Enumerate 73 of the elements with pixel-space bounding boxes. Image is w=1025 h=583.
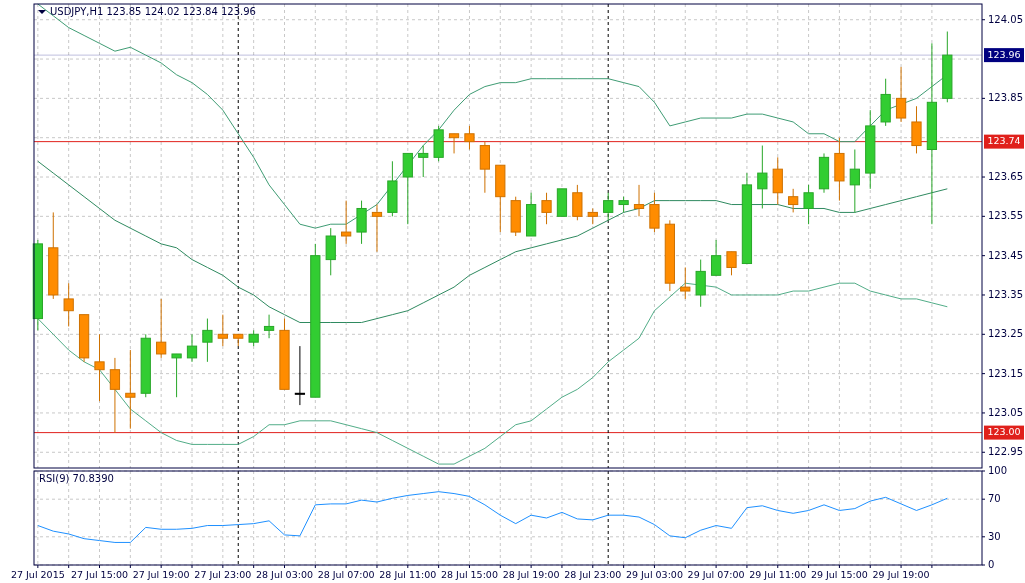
candlestick [757, 145, 768, 209]
x-tick-label: 28 Jul 15:00 [440, 569, 498, 580]
candlestick [726, 251, 737, 276]
candlestick [633, 184, 645, 217]
x-tick-label: 28 Jul 19:00 [502, 569, 560, 580]
candlestick [94, 333, 105, 402]
y-tick-label: 122.95 [988, 446, 1023, 458]
candlestick [895, 66, 907, 123]
candlestick [371, 204, 383, 253]
x-tick-label: 27 Jul 15:00 [71, 569, 128, 580]
candlestick [695, 259, 706, 308]
y-tick-label: 70 [988, 493, 1001, 505]
candlestick [186, 333, 198, 363]
candlestick [649, 192, 660, 233]
ref-line-label: 123.00 [987, 426, 1021, 438]
candlestick [63, 282, 74, 327]
candlestick [788, 188, 799, 213]
candlestick [171, 353, 182, 398]
y-tick-label: 123.05 [988, 406, 1023, 418]
candlestick [125, 349, 136, 430]
x-tick-label: 29 Jul 03:00 [625, 569, 683, 580]
candlestick [448, 133, 460, 154]
y-tick-label: 123.45 [988, 249, 1023, 261]
candlestick [202, 318, 213, 363]
x-tick-label: 27 Jul 2015 [10, 569, 65, 580]
y-tick-label: 123.15 [988, 367, 1023, 379]
y-tick-label: 100 [988, 465, 1008, 476]
y-tick-label: 0 [988, 559, 995, 570]
candlestick [356, 200, 367, 245]
candlestick [803, 184, 814, 225]
y-tick-label: 123.35 [988, 288, 1023, 300]
x-tick-label: 27 Jul 19:00 [132, 569, 190, 580]
candlestick [849, 148, 860, 213]
candlestick [479, 141, 490, 194]
y-tick-label: 123.25 [988, 328, 1023, 340]
y-tick-label: 123.85 [988, 92, 1023, 104]
candlestick [156, 298, 167, 359]
x-tick-label: 29 Jul 15:00 [810, 569, 868, 580]
x-tick-label: 28 Jul 03:00 [256, 569, 313, 580]
x-tick-label: 29 Jul 11:00 [749, 569, 807, 580]
candlestick [402, 152, 413, 225]
candlestick [325, 227, 336, 276]
candlestick [341, 200, 352, 245]
x-tick-label: 29 Jul 07:00 [687, 569, 745, 580]
line-series [37, 282, 948, 465]
y-tick-label: 124.05 [988, 13, 1023, 25]
ref-line-label: 123.74 [987, 135, 1021, 147]
candlestick [541, 192, 552, 225]
x-tick-label: 28 Jul 07:00 [317, 569, 375, 580]
x-tick-label: 28 Jul 11:00 [379, 569, 437, 580]
candlestick [680, 266, 691, 300]
candlestick [572, 184, 583, 221]
y-tick-label: 30 [988, 530, 1001, 542]
candlestick [418, 145, 429, 178]
line-series [37, 491, 948, 543]
ref-line-label: 123.96 [987, 48, 1021, 60]
x-tick-label: 29 Jul 19:00 [872, 569, 930, 580]
candlestick [263, 314, 275, 339]
candlestick [772, 156, 783, 206]
x-tick-label: 27 Jul 23:00 [194, 569, 252, 580]
candlestick [603, 192, 614, 221]
y-tick-label: 123.55 [988, 210, 1023, 222]
candlestick [217, 314, 228, 347]
line-series [37, 160, 948, 324]
y-tick-label: 123.65 [988, 171, 1023, 183]
chart-title: USDJPY,H1 123.85 124.02 123.84 123.96 [50, 6, 256, 17]
candlestick [109, 357, 121, 434]
candlestick [911, 105, 922, 154]
x-tick-label: 28 Jul 23:00 [564, 569, 622, 580]
candlestick [710, 239, 722, 276]
candlestick [464, 125, 475, 150]
chart-title: RSI(9) 70.8390 [39, 473, 114, 484]
candlestick [294, 345, 306, 406]
